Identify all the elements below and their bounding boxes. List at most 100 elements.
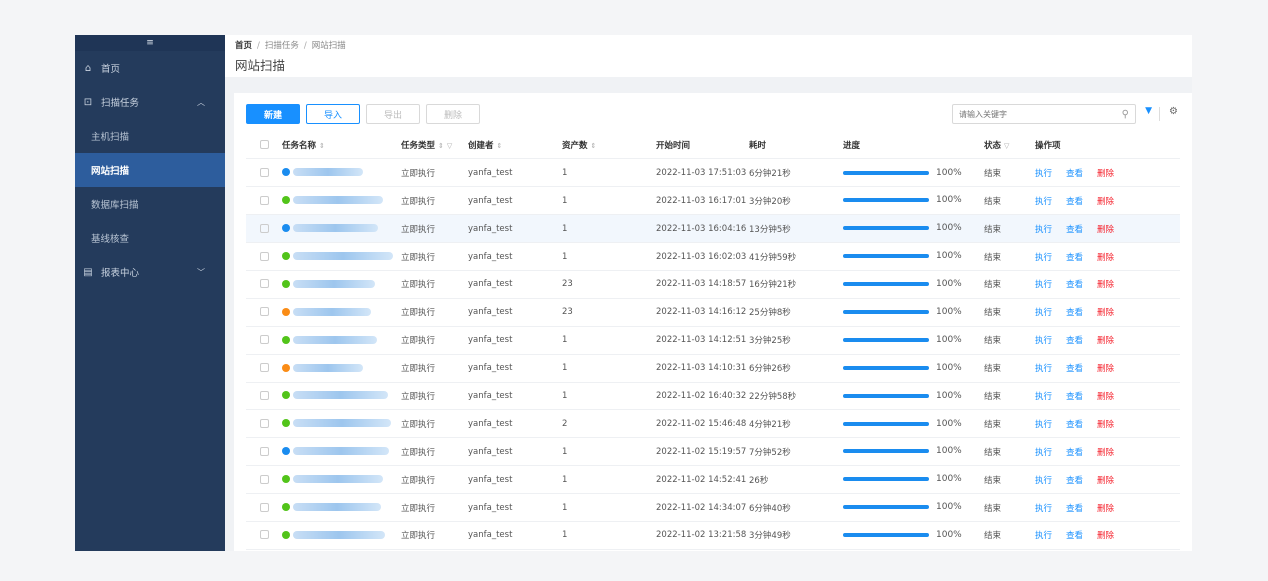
task-name-cell[interactable] <box>282 186 401 216</box>
filter-icon[interactable]: ▽ <box>446 141 453 150</box>
task-name-cell[interactable] <box>282 214 401 244</box>
sort-icon[interactable]: ⇕ <box>590 141 597 150</box>
run-link[interactable]: 执行 <box>1035 503 1053 514</box>
row-checkbox[interactable] <box>260 307 269 317</box>
task-name-cell[interactable] <box>282 242 401 271</box>
row-checkbox[interactable] <box>260 335 269 345</box>
table-row[interactable]: 立即执行 yanfa_test 1 2022-11-03 17:51:03 6分钟21秒… <box>246 158 1180 188</box>
table-row[interactable]: 立即执行 yanfa_test 1 2022-11-03 16:04:16 13分钟5秒… <box>246 214 1180 244</box>
table-row[interactable]: 立即执行 yanfa_test 1 2022-11-03 14:12:51 3分钟25秒… <box>246 326 1180 355</box>
export-button[interactable]: 导出 <box>366 104 420 124</box>
sidebar-item-db-scan[interactable]: 数据库扫描 <box>91 200 139 211</box>
delete-link[interactable]: 删除 <box>1097 364 1115 375</box>
breadcrumb-home[interactable]: 首页 <box>235 41 253 51</box>
delete-link[interactable]: 删除 <box>1097 168 1115 179</box>
view-link[interactable]: 查看 <box>1066 475 1084 486</box>
filter-icon[interactable]: ▽ <box>1004 141 1010 150</box>
task-name-cell[interactable] <box>282 409 401 439</box>
sidebar-item-home[interactable]: ⌂ 首页 <box>75 51 225 85</box>
row-checkbox[interactable] <box>260 474 269 484</box>
breadcrumb-scan-tasks[interactable]: 扫描任务 <box>264 41 299 51</box>
import-button[interactable]: 导入 <box>306 104 360 124</box>
task-name-cell[interactable] <box>282 382 401 411</box>
table-row[interactable]: 立即执行 yanfa_test 1 2022-11-02 16:40:32 22分钟58… <box>246 382 1180 411</box>
row-checkbox[interactable] <box>260 279 269 289</box>
view-link[interactable]: 查看 <box>1066 447 1084 458</box>
run-link[interactable]: 执行 <box>1035 168 1053 179</box>
delete-link[interactable]: 删除 <box>1097 252 1115 263</box>
column-header-state[interactable]: 状态 ▽ <box>984 131 1035 160</box>
row-checkbox[interactable] <box>260 530 269 540</box>
delete-button[interactable]: 删除 <box>426 104 480 124</box>
row-checkbox[interactable] <box>260 446 269 456</box>
menu-icon[interactable]: ≡ <box>75 35 225 51</box>
table-row[interactable]: 立即执行 yanfa_test 1 2022-11-02 14:34:07 6分钟40秒… <box>246 493 1180 522</box>
delete-link[interactable]: 删除 <box>1097 308 1115 319</box>
run-link[interactable]: 执行 <box>1035 308 1053 319</box>
run-link[interactable]: 执行 <box>1035 391 1053 402</box>
table-row[interactable]: 立即执行 yanfa_test 1 2022-11-02 13:21:58 3分钟49秒… <box>246 521 1180 550</box>
row-checkbox[interactable] <box>260 390 269 400</box>
row-checkbox[interactable] <box>260 167 269 177</box>
view-link[interactable]: 查看 <box>1066 224 1084 235</box>
run-link[interactable]: 执行 <box>1035 196 1053 207</box>
view-link[interactable]: 查看 <box>1066 196 1084 207</box>
sidebar-item-host-scan[interactable]: 主机扫描 <box>91 132 130 143</box>
row-checkbox[interactable] <box>260 223 269 233</box>
task-name-cell[interactable] <box>282 158 401 188</box>
task-name-cell[interactable] <box>282 521 401 550</box>
view-link[interactable]: 查看 <box>1066 391 1084 402</box>
column-header-type[interactable]: 任务类型 ⇕ ▽ <box>401 131 468 160</box>
row-checkbox[interactable] <box>260 195 269 205</box>
task-name-cell[interactable] <box>282 298 401 327</box>
column-header-name[interactable]: 任务名称 ⇕ <box>282 131 401 160</box>
delete-link[interactable]: 删除 <box>1097 503 1115 514</box>
chevron-down-icon[interactable]: ▼ <box>1145 106 1152 116</box>
row-checkbox[interactable] <box>260 502 269 512</box>
row-checkbox[interactable] <box>260 363 269 373</box>
delete-link[interactable]: 删除 <box>1097 531 1115 542</box>
task-name-cell[interactable] <box>282 326 401 355</box>
sidebar-item-web-scan[interactable]: 网站扫描 <box>75 153 225 187</box>
task-name-cell[interactable] <box>282 354 401 383</box>
run-link[interactable]: 执行 <box>1035 531 1053 542</box>
delete-link[interactable]: 删除 <box>1097 196 1115 207</box>
view-link[interactable]: 查看 <box>1066 252 1084 263</box>
row-checkbox[interactable] <box>260 251 269 261</box>
sort-icon[interactable]: ⇕ <box>496 141 503 150</box>
delete-link[interactable]: 删除 <box>1097 447 1115 458</box>
view-link[interactable]: 查看 <box>1066 308 1084 319</box>
table-row[interactable]: 立即执行 yanfa_test 23 2022-11-03 14:18:57 16分钟2… <box>246 270 1180 299</box>
run-link[interactable]: 执行 <box>1035 364 1053 375</box>
table-row[interactable]: 立即执行 yanfa_test 2 2022-11-02 15:46:48 4分钟21秒… <box>246 409 1180 439</box>
row-checkbox[interactable] <box>260 418 269 428</box>
run-link[interactable]: 执行 <box>1035 252 1053 263</box>
task-name-cell[interactable] <box>282 465 401 495</box>
sidebar-item-reports[interactable]: ▤ 报表中心 ﹀ <box>75 255 225 289</box>
task-name-cell[interactable] <box>282 437 401 467</box>
sidebar-item-baseline[interactable]: 基线核查 <box>91 234 130 245</box>
search-input[interactable] <box>959 109 1122 119</box>
task-name-cell[interactable] <box>282 493 401 522</box>
table-row[interactable]: 立即执行 yanfa_test 1 2022-11-02 14:52:41 26秒 100… <box>246 465 1180 495</box>
new-button[interactable]: 新建 <box>246 104 300 124</box>
column-header-assets[interactable]: 资产数 ⇕ <box>562 131 656 160</box>
table-row[interactable]: 立即执行 yanfa_test 1 2022-11-02 15:19:57 7分钟52秒… <box>246 437 1180 467</box>
search-icon[interactable]: ⚲ <box>1121 108 1129 120</box>
table-row[interactable]: 立即执行 yanfa_test 23 2022-11-03 14:16:12 25分钟8… <box>246 298 1180 327</box>
view-link[interactable]: 查看 <box>1066 419 1084 430</box>
gear-icon[interactable]: ⚙ <box>1169 106 1178 117</box>
view-link[interactable]: 查看 <box>1066 503 1084 514</box>
sidebar-item-scan-tasks[interactable]: ⊡ 扫描任务 ︿ <box>75 85 225 119</box>
delete-link[interactable]: 删除 <box>1097 280 1115 291</box>
run-link[interactable]: 执行 <box>1035 336 1053 347</box>
delete-link[interactable]: 删除 <box>1097 391 1115 402</box>
run-link[interactable]: 执行 <box>1035 447 1053 458</box>
table-row[interactable]: 立即执行 yanfa_test 1 2022-11-03 16:02:03 41分钟59… <box>246 242 1180 271</box>
task-name-cell[interactable] <box>282 270 401 299</box>
run-link[interactable]: 执行 <box>1035 419 1053 430</box>
sort-icon[interactable]: ⇕ <box>438 141 444 150</box>
view-link[interactable]: 查看 <box>1066 531 1084 542</box>
run-link[interactable]: 执行 <box>1035 280 1053 291</box>
view-link[interactable]: 查看 <box>1066 336 1084 347</box>
